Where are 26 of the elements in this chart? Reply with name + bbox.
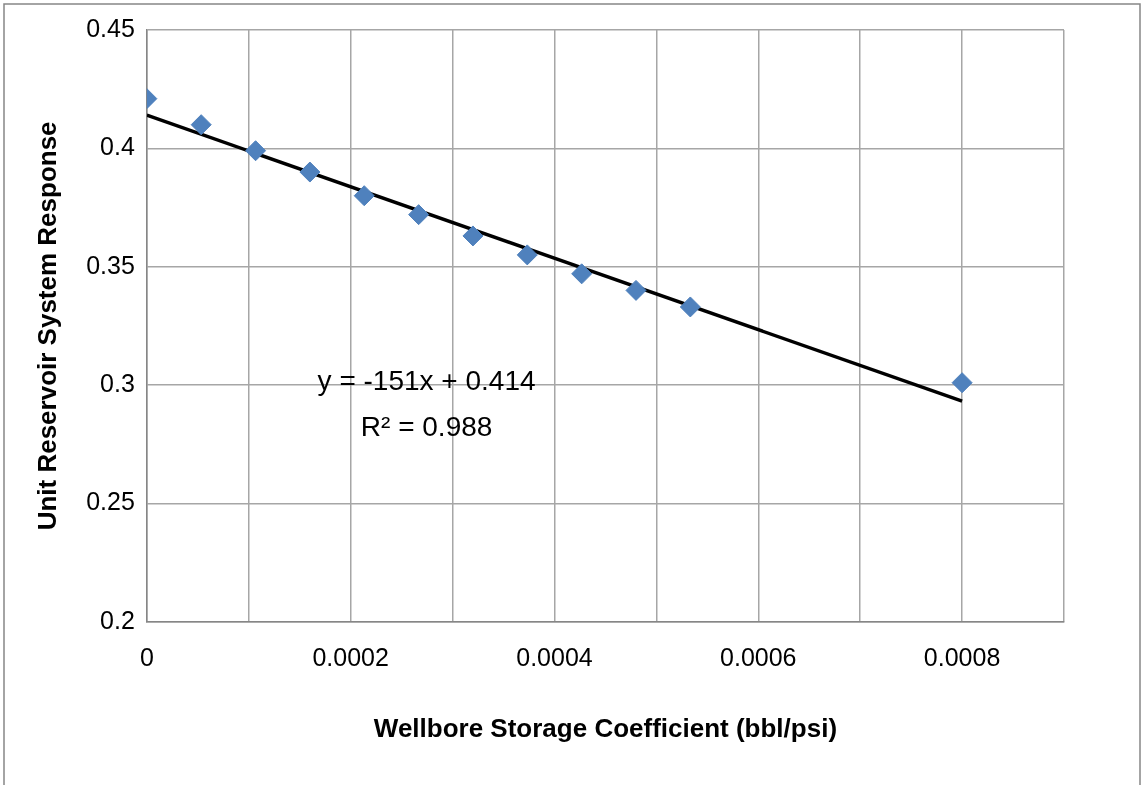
x-axis-title: Wellbore Storage Coefficient (bbl/psi) bbox=[373, 712, 838, 743]
x-tick-label: 0.0006 bbox=[720, 642, 797, 671]
x-tick-label: 0.0008 bbox=[923, 642, 1001, 671]
y-tick-label: 0.4 bbox=[100, 132, 135, 161]
point bbox=[951, 372, 973, 394]
y-tick-label: 0.35 bbox=[86, 250, 135, 279]
point bbox=[625, 279, 647, 301]
y-tick-label: 0.3 bbox=[100, 368, 135, 397]
x-tick-label: 0.0004 bbox=[516, 642, 593, 671]
point bbox=[190, 114, 212, 136]
x-tick-label: 0 bbox=[139, 642, 154, 671]
annotation: R² = 0.988 bbox=[360, 410, 493, 442]
y-axis-title: Unit Reservoir System Response bbox=[31, 121, 62, 531]
point bbox=[245, 140, 267, 162]
x-tick-label: 0.0002 bbox=[312, 642, 389, 671]
point bbox=[353, 185, 375, 207]
y-tick-label: 0.2 bbox=[100, 605, 135, 634]
point bbox=[299, 161, 321, 183]
y-tick-label: 0.25 bbox=[86, 487, 135, 516]
annotation: y = -151x + 0.414 bbox=[317, 364, 536, 396]
point bbox=[679, 296, 701, 318]
y-tick-label: 0.45 bbox=[86, 13, 135, 42]
point bbox=[516, 244, 538, 266]
point bbox=[462, 225, 484, 247]
point bbox=[408, 204, 430, 226]
point bbox=[571, 263, 593, 285]
